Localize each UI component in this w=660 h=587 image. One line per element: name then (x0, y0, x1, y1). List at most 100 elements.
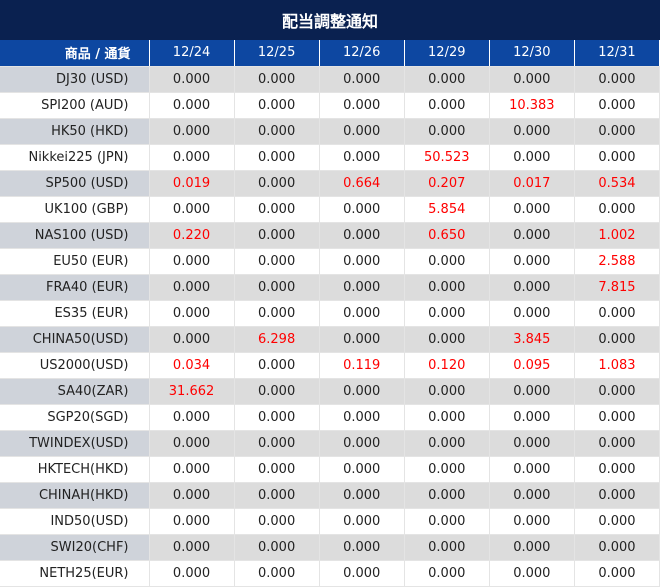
dividend-value: 10.383 (489, 92, 575, 119)
dividend-value: 0.000 (319, 118, 405, 145)
table-row: DJ30 (USD) 0.000 0.000 0.000 0.000 0.000 0.000 (0, 66, 660, 93)
dividend-value: 0.000 (319, 326, 405, 353)
product-name: SA40(ZAR) (0, 378, 150, 405)
dividend-value: 0.000 (404, 378, 490, 405)
table-row: NETH25(EUR) 0.000 0.000 0.000 0.000 0.000 0.00… (0, 560, 660, 587)
table-row: EU50 (EUR) 0.000 0.000 0.000 0.000 0.000 2.588 (0, 248, 660, 275)
dividend-value: 0.000 (574, 482, 660, 509)
table-row: HKTECH(HKD) 0.000 0.000 0.000 0.000 0.000 0.00… (0, 456, 660, 483)
dividend-value: 0.000 (234, 196, 320, 223)
dividend-value: 0.000 (319, 274, 405, 301)
page-title: 配当調整通知 (0, 0, 660, 40)
dividend-value: 0.000 (234, 456, 320, 483)
product-name: SP500 (USD) (0, 170, 150, 197)
product-name: UK100 (GBP) (0, 196, 150, 223)
dividend-value: 0.000 (574, 404, 660, 431)
dividend-value: 0.000 (574, 66, 660, 93)
table-row: SPI200 (AUD) 0.000 0.000 0.000 0.000 10.383 0.… (0, 92, 660, 119)
dividend-value: 0.000 (489, 508, 575, 535)
dividend-value: 0.000 (489, 378, 575, 405)
dividend-value: 0.000 (234, 144, 320, 171)
dividend-value: 0.000 (319, 196, 405, 223)
product-name: ES35 (EUR) (0, 300, 150, 327)
product-name: SWI20(CHF) (0, 534, 150, 561)
table-row: NAS100 (USD) 0.220 0.000 0.000 0.650 0.000 1.0… (0, 222, 660, 249)
dividend-value: 0.120 (404, 352, 490, 379)
table-row: SA40(ZAR) 31.662 0.000 0.000 0.000 0.000 0.000 (0, 378, 660, 405)
dividend-value: 0.000 (489, 222, 575, 249)
dividend-value: 0.000 (319, 92, 405, 119)
dividend-value: 0.000 (319, 482, 405, 509)
dividend-value: 0.000 (234, 118, 320, 145)
header-date: 12/25 (234, 40, 320, 67)
dividend-value: 0.000 (404, 560, 490, 587)
product-name: EU50 (EUR) (0, 248, 150, 275)
dividend-value: 0.000 (404, 508, 490, 535)
dividend-value: 0.000 (489, 248, 575, 275)
dividend-value: 0.000 (319, 430, 405, 457)
dividend-value: 0.000 (149, 534, 235, 561)
dividend-value: 0.000 (234, 66, 320, 93)
dividend-value: 0.000 (149, 560, 235, 587)
dividend-value: 0.000 (574, 456, 660, 483)
dividend-value: 0.000 (319, 404, 405, 431)
product-name: FRA40 (EUR) (0, 274, 150, 301)
dividend-value: 0.000 (149, 118, 235, 145)
header-date: 12/30 (489, 40, 575, 67)
dividend-value: 0.000 (234, 508, 320, 535)
dividend-value: 0.000 (404, 456, 490, 483)
dividend-value: 0.000 (574, 92, 660, 119)
dividend-value: 0.000 (149, 326, 235, 353)
dividend-value: 7.815 (574, 274, 660, 301)
dividend-value: 0.000 (489, 404, 575, 431)
dividend-value: 0.000 (149, 66, 235, 93)
dividend-value: 0.664 (319, 170, 405, 197)
table-row: HK50 (HKD) 0.000 0.000 0.000 0.000 0.000 0.000 (0, 118, 660, 145)
table-row: US2000(USD) 0.034 0.000 0.119 0.120 0.095 1.08… (0, 352, 660, 379)
dividend-value: 0.000 (234, 248, 320, 275)
header-date: 12/26 (319, 40, 405, 67)
dividend-value: 0.119 (319, 352, 405, 379)
dividend-value: 0.000 (489, 534, 575, 561)
product-name: IND50(USD) (0, 508, 150, 535)
dividend-value: 0.207 (404, 170, 490, 197)
dividend-value: 0.000 (149, 456, 235, 483)
dividend-value: 0.000 (574, 534, 660, 561)
dividend-value: 0.019 (149, 170, 235, 197)
product-name: TWINDEX(USD) (0, 430, 150, 457)
dividend-value: 0.000 (234, 482, 320, 509)
table-row: CHINAH(HKD) 0.000 0.000 0.000 0.000 0.000 0.00… (0, 482, 660, 509)
dividend-value: 0.000 (574, 560, 660, 587)
dividend-value: 6.298 (234, 326, 320, 353)
dividend-value: 0.000 (574, 378, 660, 405)
dividend-value: 0.000 (234, 534, 320, 561)
product-name: NETH25(EUR) (0, 560, 150, 587)
dividend-value: 0.000 (574, 326, 660, 353)
dividend-value: 0.000 (489, 196, 575, 223)
table-row: UK100 (GBP) 0.000 0.000 0.000 5.854 0.000 0.00… (0, 196, 660, 223)
table-row: ES35 (EUR) 0.000 0.000 0.000 0.000 0.000 0.000 (0, 300, 660, 327)
product-name: HK50 (HKD) (0, 118, 150, 145)
dividend-value: 0.000 (149, 274, 235, 301)
table-header-row: 商品 / 通貨 12/24 12/25 12/26 12/29 12/30 12/31 (0, 40, 660, 67)
table-row: SWI20(CHF) 0.000 0.000 0.000 0.000 0.000 0.000 (0, 534, 660, 561)
dividend-value: 3.845 (489, 326, 575, 353)
dividend-value: 0.000 (319, 66, 405, 93)
dividend-value: 0.000 (489, 560, 575, 587)
product-name: CHINAH(HKD) (0, 482, 150, 509)
product-name: HKTECH(HKD) (0, 456, 150, 483)
dividend-value: 1.083 (574, 352, 660, 379)
dividend-value: 0.000 (489, 300, 575, 327)
dividend-value: 0.034 (149, 352, 235, 379)
dividend-value: 0.000 (234, 170, 320, 197)
dividend-value: 31.662 (149, 378, 235, 405)
product-name: US2000(USD) (0, 352, 150, 379)
dividend-value: 0.000 (319, 144, 405, 171)
table-row: SP500 (USD) 0.019 0.000 0.664 0.207 0.017 0.53… (0, 170, 660, 197)
dividend-value: 0.000 (149, 248, 235, 275)
dividend-value: 0.017 (489, 170, 575, 197)
product-name: Nikkei225 (JPN) (0, 144, 150, 171)
header-date: 12/24 (149, 40, 235, 67)
dividend-value: 0.000 (234, 300, 320, 327)
product-name: SGP20(SGD) (0, 404, 150, 431)
